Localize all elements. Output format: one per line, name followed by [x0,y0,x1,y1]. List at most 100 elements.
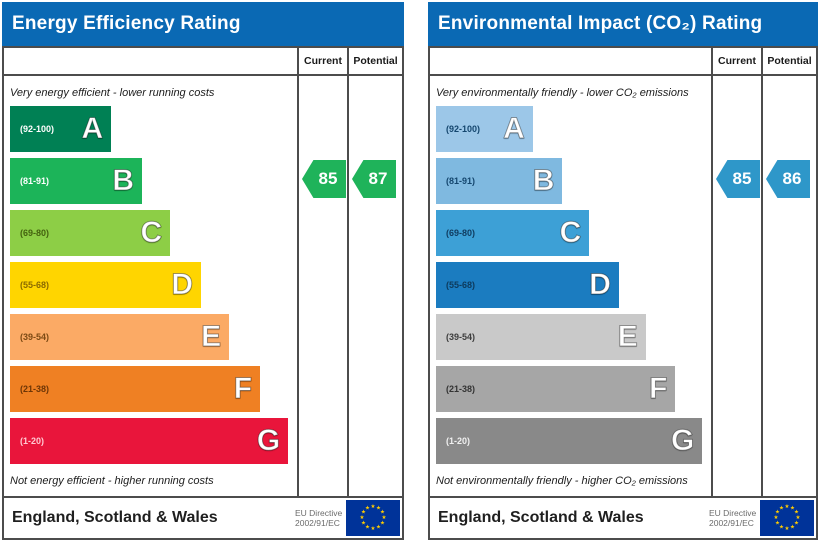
eu-flag-stars: ★ ★★ ★★★ ★★★ ★★★ [774,504,801,532]
band-range-label: (21-38) [446,384,476,394]
band-range-label: (81-91) [446,176,476,186]
svg-text:★: ★ [382,515,387,521]
rating-band-b: (81-91) B [10,158,143,204]
rating-band-a: (92-100) A [10,106,112,152]
svg-text:★: ★ [371,504,376,510]
svg-text:★: ★ [774,515,779,521]
svg-text:★: ★ [779,506,784,512]
band-letter: B [112,164,135,197]
footer-region-label: England, Scotland & Wales [12,509,218,526]
chart-footer: England, Scotland & Wales EU Directive 2… [430,496,816,538]
potential-rating-cell: 86 [761,76,816,496]
rating-band-g: (1-20) G [436,418,703,464]
band-letter: A [503,112,526,145]
eu-directive-line1: EU Directive [295,507,343,518]
band-letter: F [233,372,253,405]
svg-text:★: ★ [371,526,376,532]
current-rating-arrow: 85 [302,160,346,198]
svg-text:★: ★ [365,506,370,512]
eu-directive-label: EU Directive 2002/91/EC [707,508,759,528]
eu-flag-icon: ★ ★★ ★★★ ★★★ ★★★ [346,500,400,536]
chart-footer: England, Scotland & Wales EU Directive 2… [4,496,402,538]
current-column-header: Current [297,48,347,76]
rating-band-c: (69-80) C [10,210,171,256]
band-range-label: (69-80) [446,228,476,238]
rating-band-e: (39-54) E [10,314,230,360]
top-caption: Very energy efficient - lower running co… [10,87,215,99]
band-range-label: (55-68) [446,280,476,290]
eu-directive-line2: 2002/91/EC [295,518,340,528]
rating-band-b: (81-91) B [436,158,563,204]
rating-band-c: (69-80) C [436,210,590,256]
svg-text:★: ★ [361,510,366,516]
rating-band-f: (21-38) F [10,366,261,412]
svg-text:★: ★ [360,515,365,521]
band-range-label: (69-80) [20,228,50,238]
potential-rating-arrow: 87 [352,160,396,198]
bottom-caption: Not environmentally friendly - higher CO… [436,475,688,487]
svg-text:★: ★ [380,521,385,527]
svg-text:★: ★ [794,521,799,527]
svg-text:★: ★ [785,504,790,510]
energy-rating-table: Current Potential Very energy efficient … [2,46,404,540]
eu-flag-icon: ★ ★★ ★★★ ★★★ ★★★ [760,500,814,536]
svg-text:★: ★ [790,506,795,512]
top-caption: Very environmentally friendly - lower CO… [436,87,689,99]
band-range-label: (39-54) [20,332,50,342]
potential-column-header: Potential [761,48,816,76]
rating-band-d: (55-68) D [10,262,202,308]
rating-band-e: (39-54) E [436,314,646,360]
svg-text:★: ★ [376,525,381,531]
band-range-label: (1-20) [20,436,45,446]
svg-text:★: ★ [380,510,385,516]
svg-text:★: ★ [796,515,801,521]
eu-directive-label: EU Directive 2002/91/EC [293,508,345,528]
band-letter: C [140,216,163,249]
svg-text:★: ★ [775,510,780,516]
band-letter: B [532,164,555,197]
current-rating-cell: 85 [297,76,347,496]
header-spacer [4,48,297,76]
band-range-label: (92-100) [446,124,481,134]
band-letter: C [559,216,582,249]
eu-directive-line1: EU Directive [709,507,757,518]
current-rating-arrow: 85 [716,160,760,198]
rating-band-a: (92-100) A [436,106,533,152]
svg-text:★: ★ [779,525,784,531]
footer-region-label: England, Scotland & Wales [438,509,644,526]
potential-column-header: Potential [347,48,402,76]
band-letter: F [649,372,668,405]
band-letter: A [81,112,104,145]
rating-band-f: (21-38) F [436,366,676,412]
potential-rating-cell: 87 [347,76,402,496]
band-range-label: (21-38) [20,384,50,394]
header-spacer [430,48,711,76]
eu-flag-stars: ★ ★★ ★★★ ★★★ ★★★ [360,504,387,532]
band-range-label: (81-91) [20,176,50,186]
energy-chart-title: Energy Efficiency Rating [2,2,404,46]
band-letter: G [670,424,695,457]
current-column-header: Current [711,48,761,76]
band-letter: E [617,320,638,353]
svg-text:★: ★ [785,526,790,532]
rating-band-d: (55-68) D [436,262,619,308]
co2-chart-title: Environmental Impact (CO₂) Rating [428,2,818,46]
energy-efficiency-panel: Energy Efficiency Rating Current Potenti… [2,2,404,540]
band-range-label: (92-100) [20,124,55,134]
rating-band-g: (1-20) G [10,418,289,464]
current-rating-cell: 85 [711,76,761,496]
bottom-caption: Not energy efficient - higher running co… [10,475,214,487]
svg-text:★: ★ [790,525,795,531]
svg-text:★: ★ [365,525,370,531]
svg-text:★: ★ [376,506,381,512]
co2-rating-table: Current Potential Very environmentally f… [428,46,818,540]
band-range-label: (55-68) [20,280,50,290]
rating-scale: Very energy efficient - lower running co… [4,76,297,496]
band-letter: G [256,424,281,457]
rating-bands: (92-100) A (81-91) B (69-80) C (55-68) D [436,106,705,464]
svg-text:★: ★ [775,521,780,527]
environmental-impact-panel: Environmental Impact (CO₂) Rating Curren… [428,2,818,540]
svg-text:★: ★ [794,510,799,516]
potential-rating-arrow: 86 [766,160,810,198]
